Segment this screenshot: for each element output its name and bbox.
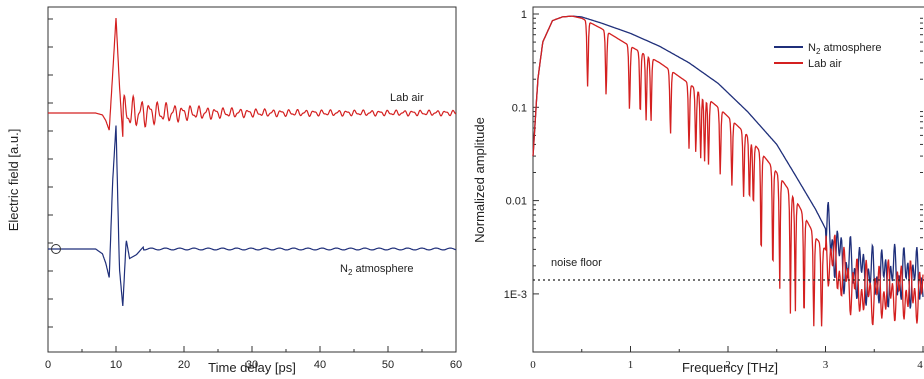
- right-x-tick-label: 1: [628, 359, 634, 371]
- right-x-tick-label: 4: [917, 359, 923, 371]
- zero-marker: [51, 244, 61, 254]
- left-series: [48, 17, 457, 307]
- right-y-tick-label: 0.1: [512, 102, 527, 114]
- left-x-tick-label: 60: [450, 359, 462, 371]
- left-x-tick-label: 40: [314, 359, 326, 371]
- right-y-ticks: 1 0.1 0.01 1E-3: [504, 9, 923, 301]
- right-x-tick-label: 2: [725, 359, 731, 371]
- left-y-ticks: [48, 18, 53, 328]
- legend: N2 atmosphere Lab air: [774, 42, 882, 70]
- legend-label-n2: N2 atmosphere: [808, 42, 882, 56]
- right-x-ticks: 0 1 2 3 4: [530, 346, 924, 371]
- time-series-1: [48, 125, 457, 307]
- legend-n2-n: N: [808, 42, 816, 54]
- left-x-axis-title: Time delay [ps]: [208, 360, 296, 375]
- legend-label-lab-air: Lab air: [808, 58, 842, 70]
- left-plot-frame: [47, 6, 457, 353]
- n2-annotation-rest: atmosphere: [352, 263, 413, 275]
- n2-annotation-n: N: [340, 263, 348, 275]
- left-x-tick-label: 50: [382, 359, 394, 371]
- left-x-tick-label: 0: [45, 359, 51, 371]
- lab-air-annotation: Lab air: [390, 92, 424, 104]
- time-series-0: [48, 17, 457, 137]
- spectrum-series-1: [532, 15, 924, 327]
- frequency-domain-panel: 0 1 2 3 4 1 0.1 0.01 1E-3 noise floor Frequency…: [472, 6, 924, 375]
- right-series: [532, 15, 924, 327]
- right-y-tick-label: 1: [521, 9, 527, 21]
- right-x-tick-label: 3: [823, 359, 829, 371]
- left-y-axis-title: Electric field [a.u.]: [6, 129, 21, 232]
- legend-n2-sub: 2: [816, 47, 821, 56]
- right-y-tick-label: 1E-3: [504, 289, 527, 301]
- left-x-tick-label: 20: [178, 359, 190, 371]
- left-x-ticks: 0 10 20 30 40 50 60: [45, 346, 462, 371]
- right-y-axis-title: Normalized amplitude: [472, 117, 487, 243]
- right-x-axis-title: Frequency [THz]: [682, 360, 778, 375]
- right-x-tick-label: 0: [530, 359, 536, 371]
- left-x-tick-label: 10: [110, 359, 122, 371]
- right-plot-frame: [532, 6, 924, 353]
- n2-annotation-sub: 2: [348, 268, 353, 277]
- right-y-tick-label: 0.01: [506, 196, 527, 208]
- legend-n2-rest: atmosphere: [820, 42, 881, 54]
- n2-annotation: N2 atmosphere: [340, 263, 414, 277]
- noise-floor-label: noise floor: [551, 257, 602, 269]
- left-x-tick-label: 30: [246, 359, 258, 371]
- time-domain-panel: 0 10 20 30 40 50 60 Time delay [ps] Electric f…: [6, 6, 462, 375]
